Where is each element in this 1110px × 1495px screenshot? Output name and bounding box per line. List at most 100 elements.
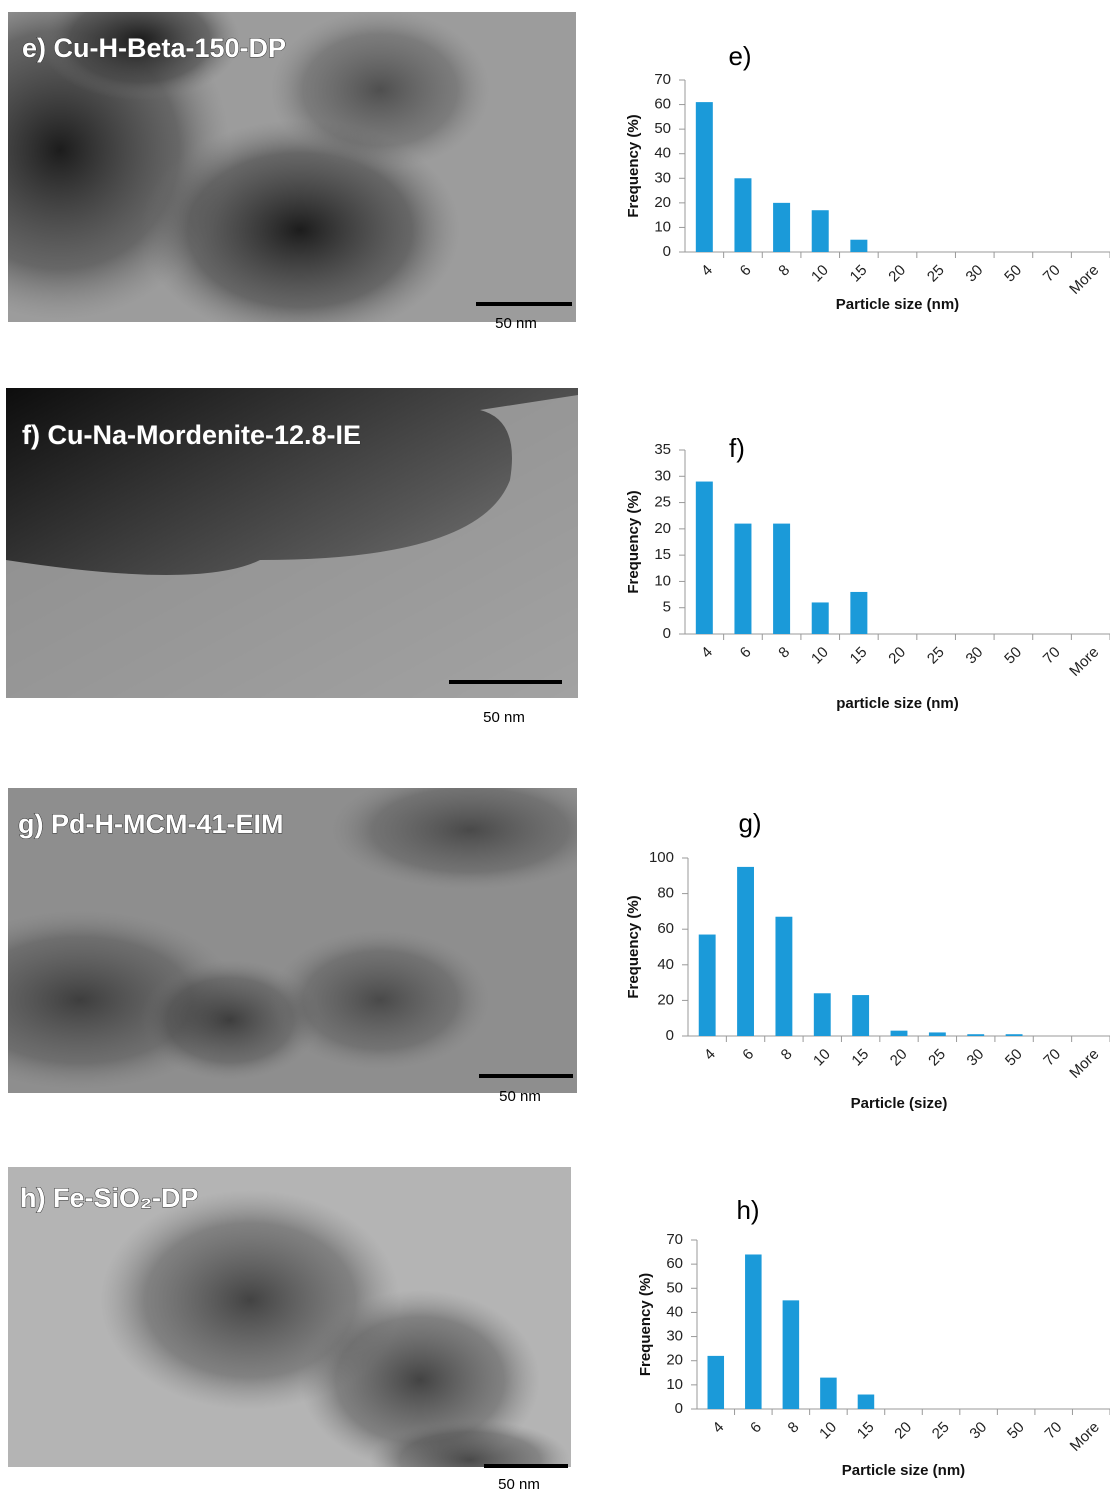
bar [734, 178, 751, 252]
y-tick-label: 20 [654, 194, 671, 211]
image-label: g) Pd-H-MCM-41-EIM [18, 809, 283, 839]
x-tick-label: 30 [964, 1046, 988, 1070]
bar [812, 602, 829, 634]
x-tick-label: 25 [929, 1419, 953, 1443]
x-tick-label: More [1066, 1046, 1102, 1082]
y-tick-label: 70 [666, 1231, 683, 1248]
x-tick-label: 20 [887, 1046, 911, 1070]
y-tick-label: 80 [657, 885, 674, 902]
x-axis-label: Particle size (nm) [842, 1462, 965, 1479]
x-tick-label: More [1066, 644, 1102, 680]
x-tick-label: 70 [1040, 1046, 1064, 1070]
bar [708, 1356, 725, 1409]
x-tick-label: 15 [847, 262, 871, 286]
y-tick-label: 10 [666, 1376, 683, 1393]
scale-bar-label: 50 nm [498, 1476, 540, 1493]
y-tick-label: 40 [654, 145, 671, 162]
y-tick-label: 70 [654, 71, 671, 88]
x-tick-label: 50 [1001, 644, 1025, 668]
x-tick-label: 8 [785, 1419, 803, 1437]
bar [745, 1254, 762, 1409]
x-tick-label: 6 [739, 1046, 757, 1064]
x-tick-label: 4 [698, 644, 716, 662]
x-tick-label: 8 [775, 644, 793, 662]
y-tick-label: 40 [657, 956, 674, 973]
x-tick-label: 25 [924, 262, 948, 286]
scale-bar [479, 1074, 573, 1078]
bar [734, 524, 751, 634]
y-tick-label: 20 [654, 520, 671, 537]
y-tick-label: 40 [666, 1303, 683, 1320]
x-tick-label: 25 [924, 644, 948, 668]
x-tick-label: 4 [701, 1046, 719, 1064]
y-tick-label: 15 [654, 546, 671, 563]
y-tick-label: 30 [654, 467, 671, 484]
y-tick-label: 10 [654, 572, 671, 589]
bar [1006, 1034, 1023, 1036]
x-tick-label: 10 [808, 262, 832, 286]
x-tick-label: 30 [963, 644, 987, 668]
bar [783, 1300, 800, 1409]
chart-title: e) [728, 41, 751, 71]
x-tick-label: More [1067, 1419, 1103, 1455]
y-tick-label: 0 [663, 243, 671, 260]
y-tick-label: 50 [666, 1279, 683, 1296]
x-tick-label: 15 [847, 644, 871, 668]
x-tick-label: 70 [1040, 262, 1064, 286]
x-tick-label: More [1066, 262, 1102, 298]
y-axis-label: Frequency (%) [625, 114, 642, 217]
x-axis-label: Particle (size) [851, 1095, 948, 1112]
chart-title: h) [736, 1195, 759, 1225]
x-tick-label: 8 [778, 1046, 796, 1064]
x-tick-label: 50 [1001, 262, 1025, 286]
y-axis-label: Frequency (%) [625, 490, 642, 593]
x-tick-label: 15 [854, 1419, 878, 1443]
bar [775, 917, 792, 1036]
bar [773, 203, 790, 252]
x-tick-label: 10 [816, 1419, 840, 1443]
x-axis-label: particle size (nm) [836, 695, 959, 712]
y-tick-label: 60 [666, 1255, 683, 1272]
bar [929, 1032, 946, 1036]
y-tick-label: 20 [666, 1352, 683, 1369]
x-tick-label: 20 [891, 1419, 915, 1443]
y-tick-label: 20 [657, 991, 674, 1008]
x-tick-label: 4 [698, 262, 716, 280]
figure: e) Cu-H-Beta-150-DP 50 nm f) Cu-Na-Morde… [0, 0, 1110, 1495]
scale-bar-label: 50 nm [483, 709, 525, 726]
y-tick-label: 30 [654, 169, 671, 186]
y-axis-label: Frequency (%) [625, 895, 642, 998]
x-tick-label: 70 [1040, 644, 1064, 668]
bar [696, 102, 713, 252]
x-tick-label: 70 [1041, 1419, 1065, 1443]
chart-title: g) [738, 808, 761, 838]
scale-bar [449, 680, 562, 684]
x-tick-label: 30 [966, 1419, 990, 1443]
x-tick-label: 25 [925, 1046, 949, 1070]
scale-bar-label: 50 nm [499, 1088, 541, 1105]
x-tick-label: 50 [1002, 1046, 1026, 1070]
y-tick-label: 5 [663, 599, 671, 616]
y-tick-label: 0 [666, 1027, 674, 1044]
bar [967, 1034, 984, 1036]
y-axis-label: Frequency (%) [637, 1273, 654, 1376]
bar [891, 1031, 908, 1036]
x-tick-label: 20 [885, 262, 909, 286]
bar [852, 995, 869, 1036]
bar [696, 482, 713, 634]
scale-bar [484, 1464, 568, 1468]
y-tick-label: 10 [654, 218, 671, 235]
scale-bar-label: 50 nm [495, 315, 537, 332]
y-tick-label: 100 [649, 849, 674, 866]
chart-title: f) [729, 433, 745, 463]
bar [858, 1395, 875, 1409]
x-tick-label: 8 [775, 262, 793, 280]
scale-bar [476, 302, 572, 306]
x-tick-label: 20 [885, 644, 909, 668]
x-tick-label: 4 [709, 1419, 727, 1437]
image-label: f) Cu-Na-Mordenite-12.8-IE [22, 420, 361, 450]
x-tick-label: 15 [848, 1046, 872, 1070]
x-axis-label: Particle size (nm) [836, 296, 959, 313]
y-tick-label: 60 [654, 96, 671, 113]
x-tick-label: 6 [737, 644, 755, 662]
